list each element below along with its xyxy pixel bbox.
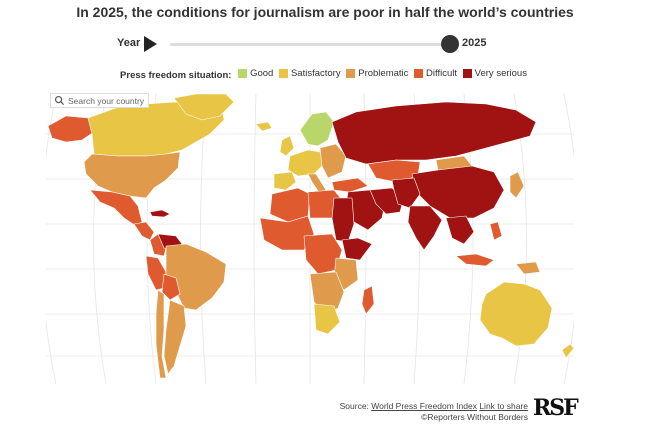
legend-swatch bbox=[462, 69, 472, 78]
country-southeast-asia bbox=[445, 215, 475, 245]
legend-swatch bbox=[346, 69, 356, 78]
country-png bbox=[515, 261, 541, 275]
country-chile bbox=[155, 289, 167, 379]
country-bolivia bbox=[161, 273, 181, 301]
country-argentina bbox=[163, 299, 187, 375]
country-horn-africa bbox=[341, 237, 373, 261]
year-slider-handle[interactable] bbox=[441, 35, 459, 53]
country-alaska bbox=[47, 115, 95, 143]
legend-swatch bbox=[278, 69, 288, 78]
country-greenland bbox=[173, 94, 235, 121]
play-icon bbox=[144, 36, 157, 52]
country-south-africa bbox=[313, 303, 341, 335]
year-value: 2025 bbox=[462, 37, 487, 49]
country-new-zealand bbox=[561, 343, 574, 359]
country-china bbox=[411, 165, 505, 219]
legend-swatch bbox=[238, 69, 248, 78]
country-india bbox=[407, 205, 443, 251]
country-uk bbox=[279, 135, 295, 157]
country-eastern-europe bbox=[319, 143, 347, 179]
country-western-europe bbox=[287, 149, 325, 177]
play-button[interactable] bbox=[144, 35, 160, 53]
country-indonesia bbox=[455, 253, 495, 267]
legend-item-good: Good bbox=[238, 68, 273, 79]
legend-item-satisfactory: Satisfactory bbox=[278, 68, 341, 79]
country-egypt-sudan bbox=[331, 197, 355, 243]
country-madagascar bbox=[361, 285, 375, 315]
legend: Press freedom situation: Good Satisfacto… bbox=[0, 68, 650, 81]
legend-item-problematic: Problematic bbox=[346, 68, 408, 79]
credit-line: ©Reporters Without Borders bbox=[421, 412, 528, 422]
country-brazil bbox=[165, 243, 227, 311]
year-timeline: Year 2025 bbox=[0, 32, 650, 56]
legend-item-very-serious: Very serious bbox=[462, 68, 527, 79]
country-philippines bbox=[489, 221, 503, 241]
rsf-logo: RSF bbox=[533, 395, 579, 421]
index-link[interactable]: World Press Freedom Index bbox=[371, 401, 477, 411]
source-note: Source: World Press Freedom Index Link t… bbox=[300, 401, 528, 423]
legend-swatch bbox=[414, 69, 424, 78]
year-label: Year bbox=[117, 37, 141, 49]
country-turkey bbox=[331, 177, 369, 193]
search-input[interactable] bbox=[65, 95, 148, 106]
world-map[interactable] bbox=[46, 94, 574, 384]
legend-title: Press freedom situation: bbox=[120, 70, 232, 81]
country-central-america bbox=[133, 221, 155, 241]
countries bbox=[47, 94, 574, 379]
search-icon bbox=[54, 95, 65, 106]
country-iberia bbox=[273, 171, 297, 191]
page-title: In 2025, the conditions for journalism a… bbox=[76, 4, 574, 20]
year-slider-track[interactable] bbox=[170, 43, 452, 46]
country-usa bbox=[83, 151, 181, 199]
legend-item-difficult: Difficult bbox=[414, 68, 457, 79]
country-scandinavia bbox=[299, 111, 335, 147]
share-link[interactable]: Link to share bbox=[479, 401, 528, 411]
country-cuba bbox=[149, 209, 171, 218]
country-australia bbox=[479, 281, 553, 347]
country-japan bbox=[509, 171, 525, 199]
search-box[interactable] bbox=[50, 93, 149, 108]
country-russia bbox=[331, 101, 537, 165]
world-map-svg[interactable] bbox=[46, 94, 574, 384]
country-iceland bbox=[255, 121, 273, 132]
source-line: Source: World Press Freedom Index Link t… bbox=[339, 401, 528, 411]
